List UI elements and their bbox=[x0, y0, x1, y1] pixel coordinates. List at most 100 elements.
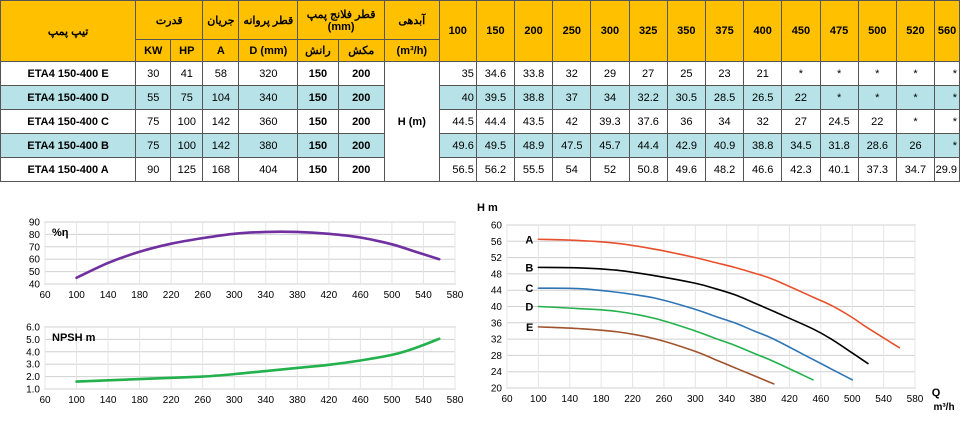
head-value-cell: 45.7 bbox=[590, 133, 630, 158]
x-tick-label: 260 bbox=[194, 395, 211, 406]
y-tick-label: 56 bbox=[491, 237, 503, 248]
x-tick-label: 220 bbox=[624, 394, 641, 405]
head-value-cell: 44.4 bbox=[628, 133, 668, 158]
header-impeller-unit: D (mm) bbox=[238, 39, 299, 62]
discharge-cell: 150 bbox=[297, 133, 339, 158]
x-tick-label: 180 bbox=[131, 290, 148, 301]
hp-cell: 41 bbox=[170, 61, 204, 86]
y-tick-label: 6.0 bbox=[26, 323, 40, 334]
x-tick-label: 500 bbox=[384, 290, 401, 301]
header-flow-560: 560 bbox=[934, 0, 960, 62]
y-tick-label: 60 bbox=[491, 221, 503, 232]
head-value-cell: * bbox=[934, 109, 960, 134]
head-value-cell: 40.9 bbox=[704, 133, 745, 158]
head-value-cell: 52 bbox=[590, 157, 630, 182]
x-tick-label: 500 bbox=[384, 395, 401, 406]
head-value-cell: 27 bbox=[628, 61, 668, 86]
kw-cell: 55 bbox=[135, 85, 172, 110]
x-tick-label: 300 bbox=[226, 395, 243, 406]
x-tick-label: 100 bbox=[68, 290, 85, 301]
suction-cell: 200 bbox=[337, 157, 385, 182]
head-value-cell: 32 bbox=[743, 109, 783, 134]
head-label-cell: H (m) bbox=[383, 61, 440, 182]
x-tick-label: 580 bbox=[907, 394, 924, 405]
head-value-cell: 39.3 bbox=[590, 109, 630, 134]
impeller-cell: 340 bbox=[238, 85, 299, 110]
header-amp: A bbox=[202, 39, 240, 62]
x-tick-label: 460 bbox=[352, 395, 369, 406]
y-tick-label: 48 bbox=[491, 269, 503, 280]
head-value-cell: 49.6 bbox=[438, 133, 477, 158]
header-discharge: رانش bbox=[297, 39, 339, 62]
kw-cell: 90 bbox=[135, 157, 172, 182]
head-value-cell: 31.8 bbox=[819, 133, 859, 158]
x-tick-label: 300 bbox=[687, 394, 704, 405]
header-hp: HP bbox=[170, 39, 204, 62]
series-line bbox=[537, 266, 869, 365]
head-value-cell: * bbox=[857, 61, 897, 86]
x-tick-label: 580 bbox=[447, 395, 464, 406]
series-line bbox=[75, 337, 441, 383]
head-value-cell: 22 bbox=[781, 85, 821, 110]
current-cell: 142 bbox=[202, 133, 240, 158]
head-value-cell: * bbox=[895, 85, 936, 110]
head-value-cell: 39.5 bbox=[475, 85, 516, 110]
head-value-cell: 32.2 bbox=[628, 85, 668, 110]
y-tick-label: 2.0 bbox=[26, 372, 40, 383]
series-line bbox=[537, 305, 814, 381]
head-value-cell: 38.8 bbox=[514, 85, 554, 110]
series-line bbox=[537, 238, 901, 349]
head-value-cell: 26 bbox=[895, 133, 936, 158]
x-tick-label: 60 bbox=[501, 394, 513, 405]
head-value-cell: 46.6 bbox=[743, 157, 783, 182]
y-tick-label: 40 bbox=[29, 280, 41, 291]
x-tick-label: 300 bbox=[226, 290, 243, 301]
head-value-cell: 50.8 bbox=[628, 157, 668, 182]
x-tick-label: 100 bbox=[68, 395, 85, 406]
head-value-cell: 37.3 bbox=[857, 157, 897, 182]
model-cell: ETA4 150-400 B bbox=[0, 133, 137, 158]
head-value-cell: 36 bbox=[666, 109, 706, 134]
header-flow: آبدهی bbox=[383, 0, 440, 40]
x-tick-label: 60 bbox=[39, 290, 51, 301]
kw-cell: 75 bbox=[135, 109, 172, 134]
y-tick-label: 80 bbox=[29, 230, 41, 241]
series-label: E bbox=[526, 322, 533, 334]
model-cell: ETA4 150-400 C bbox=[0, 109, 137, 134]
x-tick-label: 460 bbox=[813, 394, 830, 405]
head-value-cell: 22 bbox=[857, 109, 897, 134]
table-row: ETA4 150-400 C 75 100 142 360 150 200 44.5 44.4 4… bbox=[0, 109, 960, 134]
header-suction: مکش bbox=[337, 39, 385, 62]
x-tick-label: 180 bbox=[593, 394, 610, 405]
head-value-cell: 40.1 bbox=[819, 157, 859, 182]
x-tick-label: 260 bbox=[656, 394, 673, 405]
series-line bbox=[537, 326, 775, 385]
hp-cell: 100 bbox=[170, 133, 204, 158]
head-value-cell: * bbox=[857, 85, 897, 110]
x-axis-label: Q bbox=[932, 387, 941, 399]
current-cell: 142 bbox=[202, 109, 240, 134]
discharge-cell: 150 bbox=[297, 61, 339, 86]
y-tick-label: 24 bbox=[491, 367, 503, 378]
x-tick-label: 420 bbox=[321, 290, 338, 301]
head-value-cell: 29.9 bbox=[934, 157, 960, 182]
x-tick-label: 580 bbox=[447, 290, 464, 301]
table-row: ETA4 150-400 D 55 75 104 340 150 200 40 39.5 38.8… bbox=[0, 85, 960, 110]
head-value-cell: 34 bbox=[704, 109, 745, 134]
header-flow-100: 100 bbox=[438, 0, 477, 62]
head-value-cell: 28.6 bbox=[857, 133, 897, 158]
head-value-cell: 48.9 bbox=[514, 133, 554, 158]
x-tick-label: 380 bbox=[289, 395, 306, 406]
series-line bbox=[75, 230, 441, 280]
y-tick-label: 20 bbox=[491, 384, 503, 395]
head-value-cell: 25 bbox=[666, 61, 706, 86]
kw-cell: 30 bbox=[135, 61, 172, 86]
current-cell: 104 bbox=[202, 85, 240, 110]
x-tick-label: 220 bbox=[163, 395, 180, 406]
header-kw: KW bbox=[135, 39, 172, 62]
y-tick-label: 28 bbox=[491, 351, 503, 362]
head-value-cell: 54 bbox=[552, 157, 592, 182]
head-value-cell: 43.5 bbox=[514, 109, 554, 134]
header-impeller: قطر پروانه bbox=[238, 0, 299, 40]
header-flow-400: 400 bbox=[743, 0, 783, 62]
